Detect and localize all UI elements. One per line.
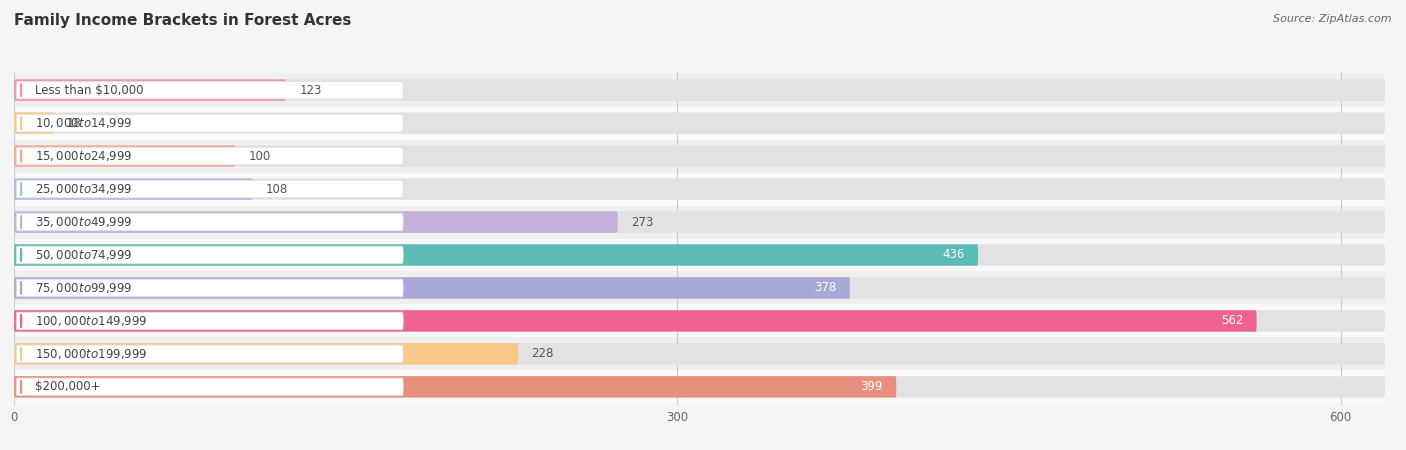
FancyBboxPatch shape: [17, 180, 404, 198]
FancyBboxPatch shape: [14, 244, 1385, 266]
Text: 562: 562: [1220, 315, 1243, 328]
FancyBboxPatch shape: [17, 246, 404, 264]
Bar: [14, 305, 1385, 338]
FancyBboxPatch shape: [14, 178, 1385, 200]
FancyBboxPatch shape: [14, 277, 849, 299]
Bar: [14, 206, 1385, 238]
Bar: [14, 140, 1385, 172]
FancyBboxPatch shape: [14, 343, 519, 365]
Bar: [14, 172, 1385, 206]
Text: $100,000 to $149,999: $100,000 to $149,999: [35, 314, 148, 328]
Text: Less than $10,000: Less than $10,000: [35, 84, 143, 97]
Text: 228: 228: [531, 347, 554, 360]
Text: $15,000 to $24,999: $15,000 to $24,999: [35, 149, 132, 163]
Text: $25,000 to $34,999: $25,000 to $34,999: [35, 182, 132, 196]
FancyBboxPatch shape: [14, 178, 253, 200]
Text: $10,000 to $14,999: $10,000 to $14,999: [35, 116, 132, 130]
Text: 123: 123: [299, 84, 322, 97]
Bar: [14, 271, 1385, 305]
FancyBboxPatch shape: [14, 112, 1385, 134]
FancyBboxPatch shape: [17, 279, 404, 297]
FancyBboxPatch shape: [14, 212, 617, 233]
FancyBboxPatch shape: [14, 79, 285, 101]
FancyBboxPatch shape: [17, 312, 404, 330]
FancyBboxPatch shape: [14, 212, 1385, 233]
FancyBboxPatch shape: [14, 79, 1385, 101]
Text: 436: 436: [942, 248, 965, 261]
Text: $75,000 to $99,999: $75,000 to $99,999: [35, 281, 132, 295]
Text: Source: ZipAtlas.com: Source: ZipAtlas.com: [1274, 14, 1392, 23]
Text: 399: 399: [860, 380, 883, 393]
Text: 18: 18: [67, 117, 82, 130]
FancyBboxPatch shape: [14, 145, 1385, 167]
FancyBboxPatch shape: [17, 147, 404, 165]
FancyBboxPatch shape: [17, 378, 404, 396]
Text: 378: 378: [814, 281, 837, 294]
FancyBboxPatch shape: [14, 277, 1385, 299]
FancyBboxPatch shape: [14, 310, 1257, 332]
Bar: [14, 370, 1385, 403]
FancyBboxPatch shape: [14, 343, 1385, 365]
Text: Family Income Brackets in Forest Acres: Family Income Brackets in Forest Acres: [14, 14, 352, 28]
FancyBboxPatch shape: [14, 145, 235, 167]
Text: $50,000 to $74,999: $50,000 to $74,999: [35, 248, 132, 262]
Text: $150,000 to $199,999: $150,000 to $199,999: [35, 347, 148, 361]
FancyBboxPatch shape: [14, 376, 896, 398]
FancyBboxPatch shape: [17, 213, 404, 231]
Text: $200,000+: $200,000+: [35, 380, 100, 393]
Text: 273: 273: [631, 216, 654, 229]
Text: 108: 108: [266, 183, 288, 196]
FancyBboxPatch shape: [17, 81, 404, 99]
FancyBboxPatch shape: [14, 112, 53, 134]
FancyBboxPatch shape: [14, 310, 1385, 332]
Bar: [14, 74, 1385, 107]
FancyBboxPatch shape: [14, 244, 979, 266]
Text: 100: 100: [249, 149, 271, 162]
FancyBboxPatch shape: [17, 114, 404, 132]
FancyBboxPatch shape: [17, 345, 404, 363]
Bar: [14, 238, 1385, 271]
FancyBboxPatch shape: [14, 376, 1385, 398]
Bar: [14, 107, 1385, 140]
Bar: [14, 338, 1385, 370]
Text: $35,000 to $49,999: $35,000 to $49,999: [35, 215, 132, 229]
